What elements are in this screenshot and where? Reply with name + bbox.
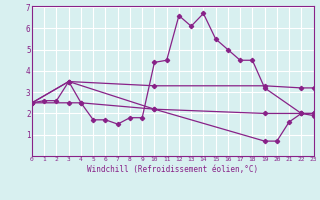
X-axis label: Windchill (Refroidissement éolien,°C): Windchill (Refroidissement éolien,°C) bbox=[87, 165, 258, 174]
